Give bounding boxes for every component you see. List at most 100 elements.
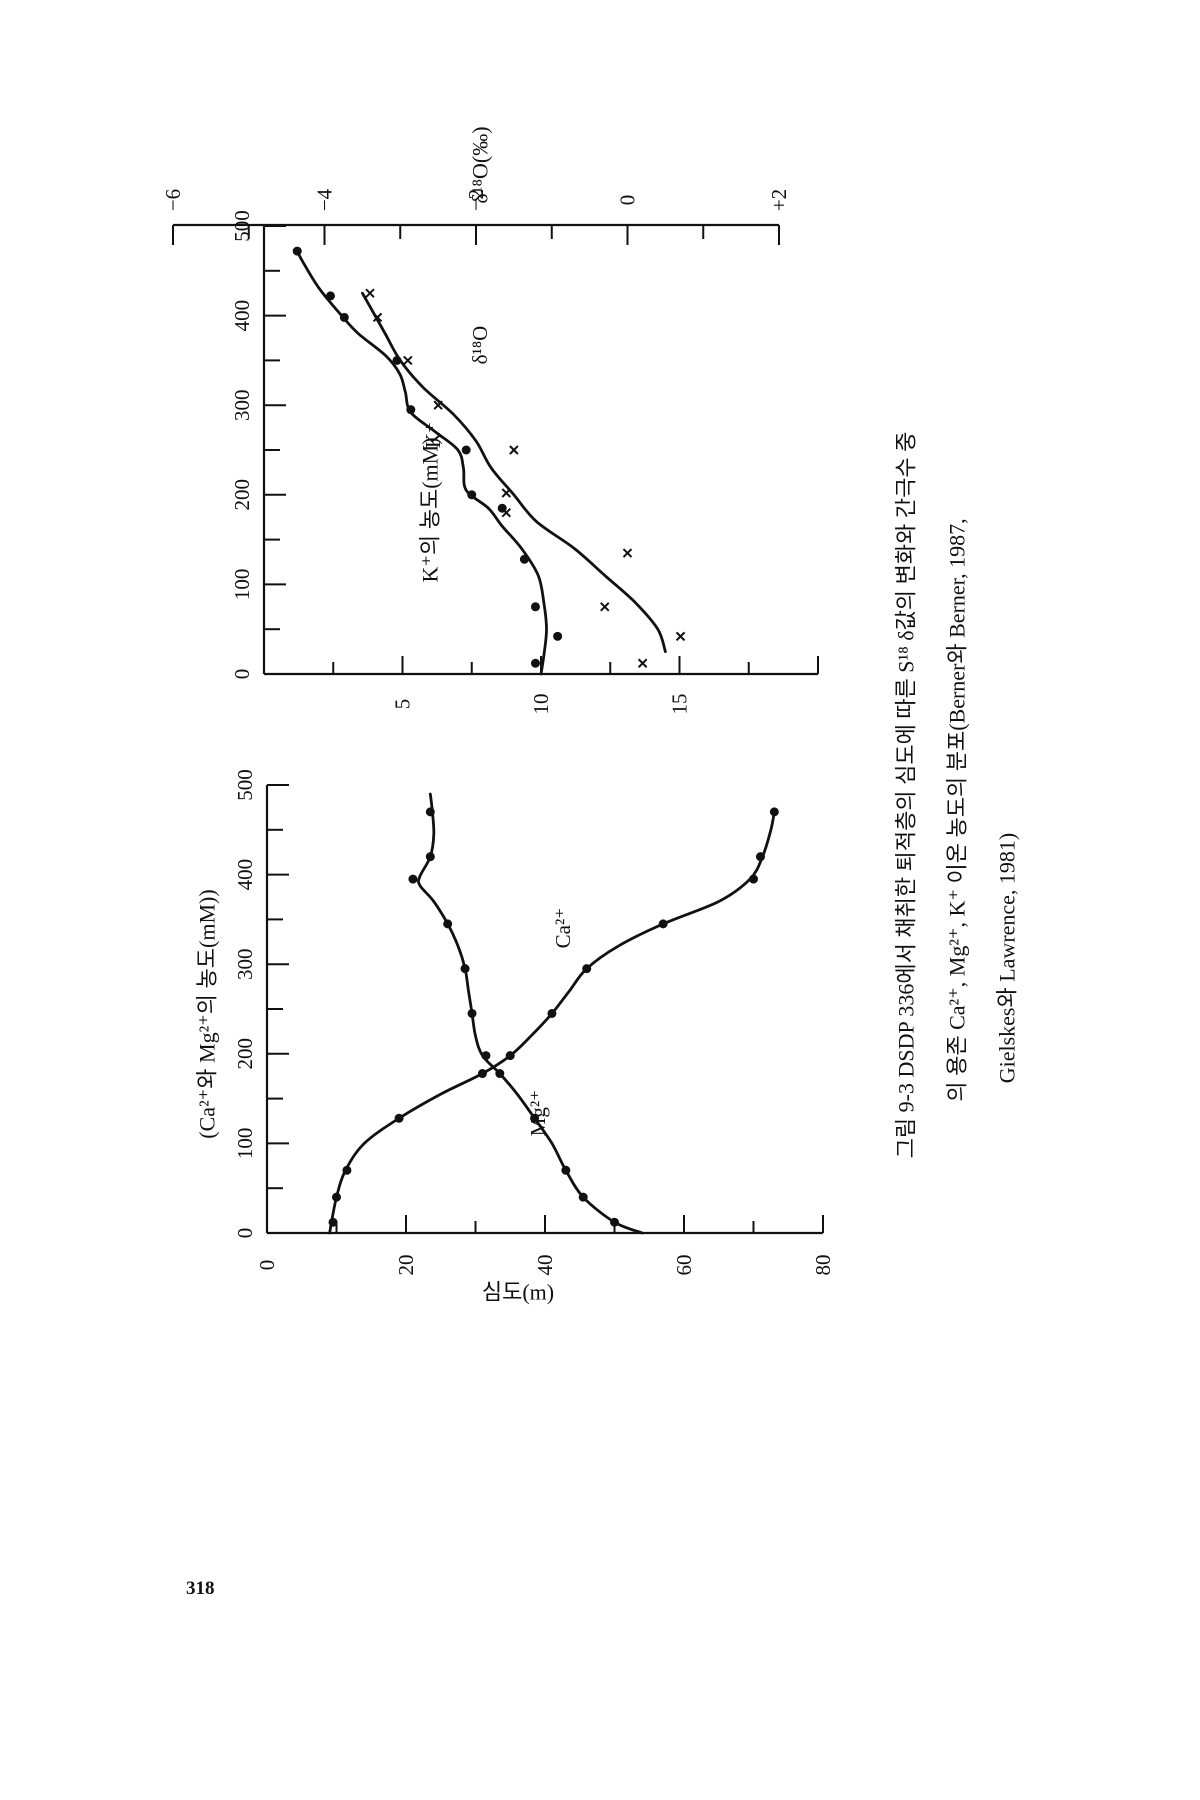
data-point	[406, 405, 416, 415]
cross-stroke	[365, 288, 375, 298]
concentration-tick-label: 20	[394, 1255, 418, 1276]
data-point	[481, 1051, 491, 1061]
depth-tick-label: 400	[233, 859, 257, 891]
concentration-tick-label: 80	[811, 1255, 835, 1276]
data-point	[769, 807, 779, 817]
data-point	[561, 1165, 571, 1175]
data-point	[509, 445, 519, 455]
cross-stroke	[509, 445, 519, 455]
caption-line-3: Gielskes와 Lawrence, 1981)	[995, 833, 1020, 1084]
calcium-magnesium-panel: 0 100 200 300 400 500 0 20 40 60 80 (Ca²⁺와 Mg²⁺의 농도…	[195, 769, 836, 1304]
concentration-tick-label: 40	[533, 1255, 557, 1276]
series-line	[361, 291, 667, 653]
data-point	[600, 602, 610, 612]
data-point	[519, 554, 529, 564]
data-point	[530, 658, 540, 668]
potassium-oxygen-panel: 0 100 200 300 400 500 5 10 15 −6 −4 −2 0 +2 K⁺의 농도(mM)…	[161, 126, 819, 715]
data-point	[372, 312, 383, 323]
cross-stroke	[501, 488, 512, 498]
depth-tick-label: 300	[230, 389, 254, 421]
cross-stroke	[501, 508, 512, 518]
data-point	[425, 852, 435, 862]
series-label: K⁺	[421, 422, 445, 448]
data-point	[501, 508, 512, 518]
data-point	[328, 1217, 338, 1227]
cross-stroke	[600, 602, 610, 612]
oxygen-tick-label: −2	[464, 189, 488, 211]
depth-tick-label: 500	[233, 769, 257, 801]
data-point	[530, 602, 540, 612]
depth-tick-label: 500	[230, 210, 254, 242]
data-point	[658, 919, 668, 929]
cross-stroke	[372, 312, 383, 323]
depth-tick-label: 200	[230, 479, 254, 511]
concentration-tick-label: 0	[255, 1260, 279, 1271]
depth-tick-label: 0	[233, 1228, 257, 1239]
data-point	[749, 874, 758, 884]
data-point	[505, 1051, 515, 1061]
depth-tick-label: 100	[230, 569, 254, 601]
series-label: Ca²⁺	[551, 908, 575, 949]
data-point	[342, 1165, 352, 1175]
data-point	[501, 488, 512, 498]
depth-tick-label: 200	[233, 1038, 257, 1070]
depth-tick-label: 400	[230, 300, 254, 332]
potassium-tick-label: 10	[529, 694, 553, 715]
data-point	[578, 1192, 588, 1202]
cross-stroke	[622, 548, 633, 558]
data-point	[339, 312, 349, 322]
data-point	[461, 445, 471, 455]
data-point	[332, 1192, 341, 1202]
cross-stroke	[637, 658, 648, 668]
oxygen-axis-label: δ¹⁸O(‰)	[468, 126, 493, 203]
series-label: Mg²⁺	[526, 1090, 550, 1137]
data-point	[408, 874, 418, 884]
data-point	[443, 919, 453, 929]
cross-stroke	[675, 631, 686, 642]
concentration-tick-label: 60	[672, 1255, 696, 1276]
data-point	[755, 852, 765, 862]
caption-line-2: 의 용존 Ca²⁺, Mg²⁺, K⁺ 이온 농도의 분포(Berner와 Be…	[945, 518, 970, 1101]
depth-tick-label: 100	[233, 1128, 257, 1160]
depth-tick-label: 300	[233, 948, 257, 980]
potassium-tick-label: 5	[391, 699, 415, 710]
data-point	[403, 355, 413, 366]
figure-caption: 그림 9-3 DSDP 336에서 채취한 퇴적층의 심도에 따른 S¹⁸ δ값…	[894, 432, 1020, 1159]
data-point	[553, 631, 563, 641]
data-point	[495, 1069, 505, 1079]
potassium-tick-label: 15	[668, 694, 692, 715]
cross-stroke	[403, 355, 413, 366]
depth-tick-label: 0	[230, 669, 254, 680]
page-number: 318	[186, 1578, 215, 1599]
data-point	[394, 1113, 404, 1123]
data-point	[675, 631, 686, 642]
oxygen-tick-label: −4	[313, 188, 337, 211]
data-point	[425, 807, 435, 817]
data-point	[467, 1008, 477, 1018]
cross-stroke	[433, 400, 443, 410]
series-line	[328, 810, 776, 1235]
data-point	[365, 288, 375, 298]
series-label: δ¹⁸O	[468, 326, 492, 365]
data-point	[582, 964, 592, 974]
data-point	[467, 490, 477, 500]
depth-axis-label: 심도(m)	[482, 1280, 554, 1305]
data-point	[325, 291, 335, 301]
oxygen-tick-label: 0	[616, 195, 640, 206]
caption-line-1: 그림 9-3 DSDP 336에서 채취한 퇴적층의 심도에 따른 S¹⁸ δ값…	[894, 432, 919, 1159]
series-line	[417, 792, 644, 1235]
data-point	[530, 1113, 540, 1123]
oxygen-tick-label: −6	[161, 189, 185, 211]
data-point	[637, 658, 648, 668]
data-point	[433, 400, 443, 410]
oxygen-tick-label: +2	[767, 189, 791, 211]
potassium-axis-label: K⁺의 농도(mM)	[418, 437, 443, 582]
data-point	[292, 246, 302, 256]
data-point	[622, 548, 633, 558]
data-point	[460, 964, 470, 974]
concentration-axis-label: (Ca²⁺와 Mg²⁺의 농도(mM))	[195, 889, 220, 1138]
data-point	[547, 1008, 557, 1018]
data-point	[477, 1069, 487, 1079]
data-point	[610, 1217, 619, 1227]
